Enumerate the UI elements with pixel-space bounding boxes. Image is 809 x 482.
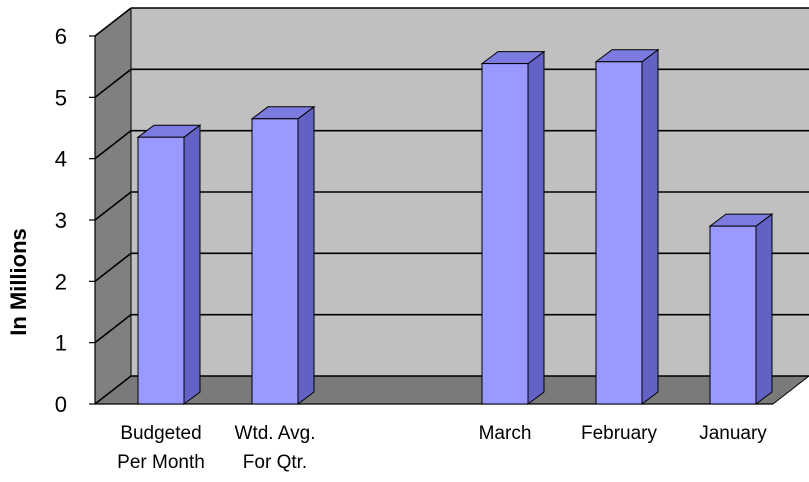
bar-side (297, 105, 315, 405)
gridline-side (94, 375, 132, 405)
gridline-side (94, 252, 132, 282)
bar-side (755, 213, 773, 405)
gridline-side (94, 68, 132, 98)
gridline-side (94, 191, 132, 221)
y-tick-label: 4 (55, 147, 67, 172)
bar-side (527, 50, 545, 405)
bar (709, 225, 757, 405)
bar (595, 61, 643, 405)
bar-side (641, 48, 659, 405)
gridline-side (94, 130, 132, 160)
x-tick-label: March (479, 423, 532, 444)
y-tick-label: 2 (55, 269, 67, 294)
gridline-side (94, 314, 132, 344)
y-axis-title: In Millions (6, 228, 31, 336)
gridline-side (94, 7, 132, 37)
bar (251, 118, 299, 405)
floor-right-edge (772, 375, 809, 405)
floor (95, 376, 809, 404)
x-tick-label: For Qtr. (243, 452, 307, 473)
bar (137, 136, 185, 405)
y-tick-label: 3 (55, 208, 67, 233)
x-tick-label: Budgeted (120, 423, 201, 444)
y-tick-label: 1 (55, 331, 67, 356)
bar (481, 63, 529, 405)
y-tick-label: 0 (55, 392, 67, 417)
x-tick-label: Wtd. Avg. (235, 423, 316, 444)
bar-side (183, 124, 201, 405)
y-tick-label: 5 (55, 85, 67, 110)
y-tick-label: 6 (55, 24, 67, 49)
x-tick-label: January (699, 423, 767, 444)
x-tick-label: February (581, 423, 658, 444)
x-tick-label: Per Month (117, 452, 205, 473)
